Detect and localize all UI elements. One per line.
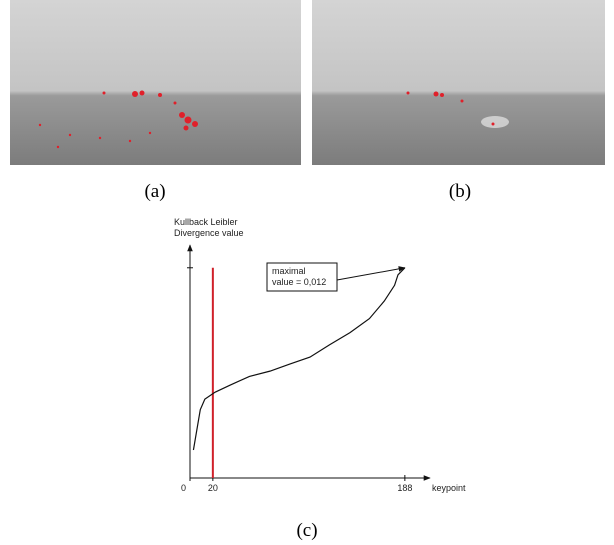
y-axis-label: Kullback Leibler bbox=[174, 217, 238, 227]
data-line bbox=[192, 267, 406, 451]
annotation-box bbox=[266, 262, 338, 292]
annotation-text: value = 0,012 bbox=[272, 277, 326, 287]
x-axis-label: keypoint bbox=[432, 483, 466, 493]
photo-a bbox=[10, 0, 301, 165]
caption: (b) bbox=[449, 181, 471, 202]
caption: (c) bbox=[296, 520, 317, 541]
annotation-text: maximal bbox=[272, 266, 306, 276]
photo-b bbox=[312, 0, 605, 165]
x-tick-label: 188 bbox=[397, 483, 412, 493]
annotation-arrow bbox=[336, 266, 406, 281]
x-tick-label: 20 bbox=[208, 483, 218, 493]
x-tick-label: 0 bbox=[181, 483, 186, 493]
y-axis-label: Divergence value bbox=[174, 228, 244, 238]
caption: (a) bbox=[144, 181, 165, 202]
